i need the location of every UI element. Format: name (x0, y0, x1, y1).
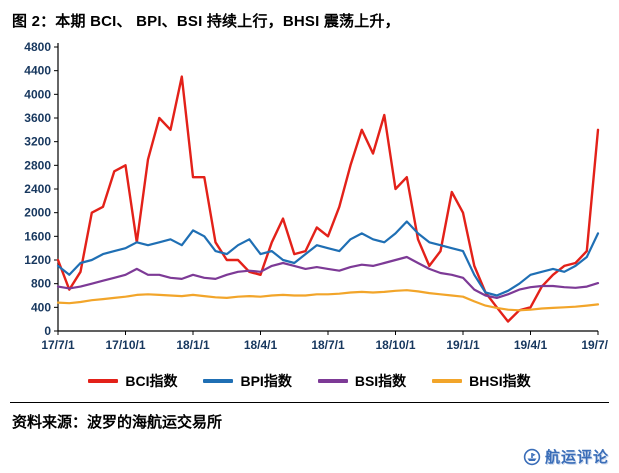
x-tick-label: 19/4/1 (514, 338, 548, 352)
legend-item-bci: BCI指数 (88, 371, 177, 391)
legend-swatch-bsi (317, 379, 348, 383)
y-tick-label: 4000 (24, 87, 51, 101)
x-tick-label: 18/7/1 (311, 338, 345, 352)
legend-item-bsi: BSI指数 (317, 371, 407, 391)
x-tick-label: 18/10/1 (375, 338, 415, 352)
y-tick-label: 2400 (24, 182, 51, 196)
y-tick-label: 3600 (24, 111, 51, 125)
y-tick-label: 1200 (24, 253, 51, 267)
figure-title: 图 2：本期 BCI、 BPI、BSI 持续上行，BHSI 震荡上升， (12, 13, 400, 30)
legend-label-bsi: BSI指数 (354, 373, 407, 389)
bpi-line (56, 220, 600, 297)
legend-label-bpi: BPI指数 (240, 373, 292, 389)
legend-item-bpi: BPI指数 (203, 371, 292, 391)
chart-area: 0 400 800 1200 1600 2000 2400 2800 3200 3600 4000 4… (10, 35, 615, 394)
legend-label-bci: BCI指数 (125, 373, 178, 389)
chart-legend: BCI指数 BPI指数 BSI指数 BHSI指数 (10, 368, 609, 394)
x-tick-label: 17/10/1 (105, 338, 145, 352)
bci-line (56, 75, 600, 323)
y-tick-label: 0 (44, 324, 51, 338)
y-tick-label: 2800 (24, 158, 51, 172)
bsi-line (56, 255, 600, 299)
x-tick-label: 18/4/1 (244, 338, 278, 352)
y-tick-label: 1600 (24, 229, 51, 243)
source-row: 资料来源：波罗的海航运交易所 (10, 402, 609, 432)
ship-logo-icon (523, 448, 541, 465)
legend-swatch-bhsi (432, 379, 463, 383)
watermark-label: 航运评论 (544, 449, 609, 466)
line-chart: 0 400 800 1200 1600 2000 2400 2800 3200 3600 4000 4… (24, 40, 615, 352)
x-tick-label: 18/1/1 (176, 338, 210, 352)
source-text: 资料来源：波罗的海航运交易所 (12, 414, 223, 431)
x-tick-label: 19/7/1 (581, 338, 608, 352)
y-tick-label: 800 (31, 277, 51, 291)
x-tick-label: 19/1/1 (446, 338, 480, 352)
y-tick-label: 3200 (24, 135, 51, 149)
y-tick-label: 2000 (24, 206, 51, 220)
y-tick-label: 400 (31, 300, 51, 314)
legend-item-bhsi: BHSI指数 (432, 371, 531, 391)
watermark: 航运评论 (523, 446, 609, 467)
y-tick-label: 4400 (24, 64, 51, 78)
legend-swatch-bpi (203, 379, 234, 383)
y-tick-label: 4800 (24, 40, 51, 54)
bhsi-line (56, 289, 600, 312)
legend-swatch-bci (88, 379, 119, 383)
x-tick-label: 17/7/1 (41, 338, 75, 352)
legend-label-bhsi: BHSI指数 (469, 373, 531, 389)
